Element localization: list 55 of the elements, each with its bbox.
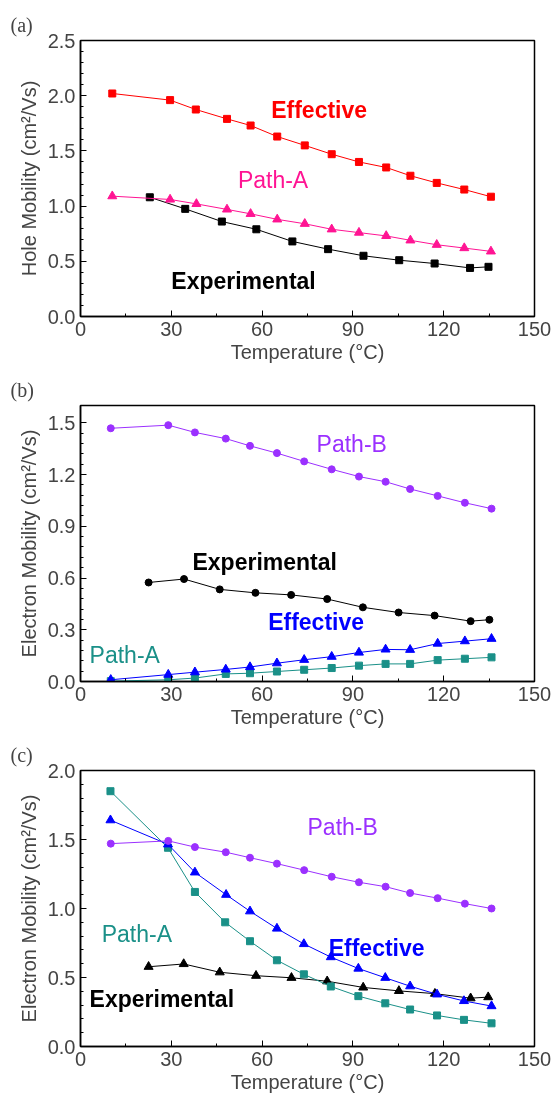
- y-tick-label: 2.0: [47, 759, 76, 782]
- series-label: Experimental: [192, 548, 337, 575]
- x-tick-label: 30: [160, 682, 183, 705]
- series-label: Path-A: [101, 921, 173, 948]
- series-label: Effective: [268, 608, 365, 635]
- x-tick-label: 120: [427, 317, 461, 340]
- y-tick-label: 1.5: [47, 828, 76, 851]
- y-tick-label: 0.0: [47, 670, 76, 693]
- chart-title: (b): [10, 378, 34, 402]
- y-tick-label: 1.0: [47, 897, 76, 920]
- y-tick-label: 0.9: [47, 515, 76, 538]
- x-tick-label: 90: [341, 682, 365, 705]
- chart-title: (c): [10, 743, 33, 767]
- y-axis-title: Electron Mobility (cm²/Vs): [17, 794, 40, 1023]
- y-tick-label: 1.0: [47, 195, 76, 218]
- x-axis-title: Temperature (°C): [230, 1070, 385, 1093]
- x-axis-title: Temperature (°C): [230, 705, 385, 728]
- y-tick-label: 0.5: [47, 250, 76, 273]
- series-label: Experimental: [89, 986, 235, 1012]
- x-tick-label: 150: [517, 317, 552, 340]
- y-tick-label: 1.2: [47, 463, 76, 486]
- x-tick-label: 150: [517, 1047, 552, 1070]
- y-tick-label: 2.5: [47, 29, 76, 52]
- x-axis-title: Temperature (°C): [230, 340, 385, 363]
- x-tick-label: 30: [160, 1047, 183, 1070]
- series-label: Path-A: [89, 641, 161, 668]
- x-tick-label: 0: [74, 317, 87, 340]
- y-tick-label: 0.0: [47, 1035, 76, 1058]
- x-tick-label: 60: [250, 317, 274, 340]
- series-label: Effective: [328, 934, 425, 961]
- y-tick-label: 1.5: [47, 139, 76, 162]
- y-axis-title: Electron Mobility (cm²/Vs): [17, 429, 40, 658]
- y-tick-label: 2.0: [47, 84, 76, 107]
- x-tick-label: 120: [427, 682, 461, 705]
- x-tick-label: 120: [427, 1047, 461, 1070]
- series-label: Path-A: [237, 166, 309, 193]
- x-tick-label: 60: [250, 1047, 274, 1070]
- x-tick-label: 0: [74, 1047, 87, 1070]
- series-label: Effective: [271, 97, 368, 124]
- x-tick-label: 90: [341, 317, 365, 340]
- chart-title: (a): [10, 13, 33, 37]
- x-tick-label: 30: [160, 317, 183, 340]
- series-label: Path-B: [307, 813, 378, 840]
- x-tick-label: 150: [517, 682, 552, 705]
- y-axis-title: Hole Mobility (cm²/Vs): [17, 80, 40, 277]
- x-tick-label: 60: [250, 682, 274, 705]
- y-tick-label: 0.5: [47, 966, 76, 989]
- y-tick-label: 1.5: [47, 411, 76, 434]
- series-label: Experimental: [171, 268, 316, 295]
- y-tick-label: 0.0: [47, 305, 76, 328]
- y-tick-label: 0.3: [47, 618, 76, 641]
- x-tick-label: 90: [341, 1047, 365, 1070]
- series-label: Path-B: [316, 431, 387, 458]
- y-tick-label: 0.6: [47, 567, 76, 589]
- x-tick-label: 0: [74, 682, 87, 705]
